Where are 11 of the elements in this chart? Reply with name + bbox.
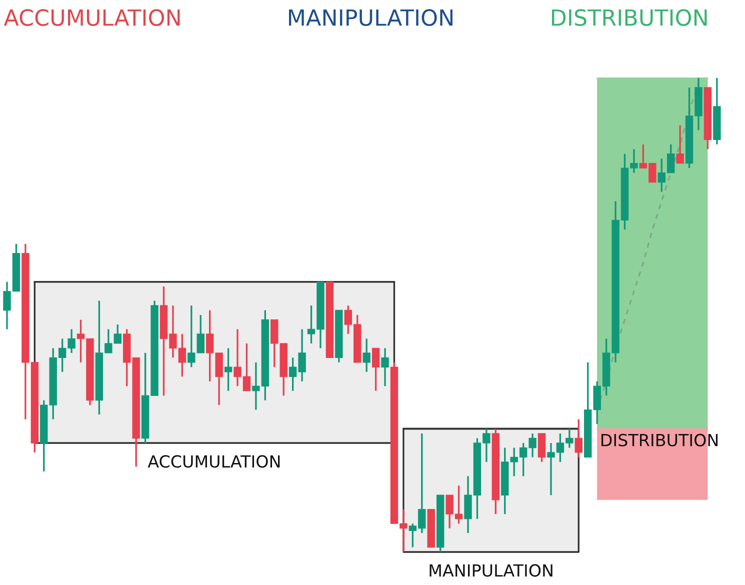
candlestick	[372, 347, 380, 392]
candlestick	[538, 432, 546, 463]
candlestick	[224, 347, 232, 392]
candlestick	[362, 338, 370, 373]
annotation: DISTRIBUTION	[601, 434, 718, 446]
candlestick	[574, 418, 582, 458]
text: MANIPULATION	[430, 564, 552, 577]
candlestick	[676, 124, 684, 164]
chart-title: ACCUMULATION MANIPULATION DISTRIBUTION	[4, 9, 707, 26]
candlestick	[381, 347, 389, 387]
annotation: ACCUMULATION	[148, 455, 280, 468]
